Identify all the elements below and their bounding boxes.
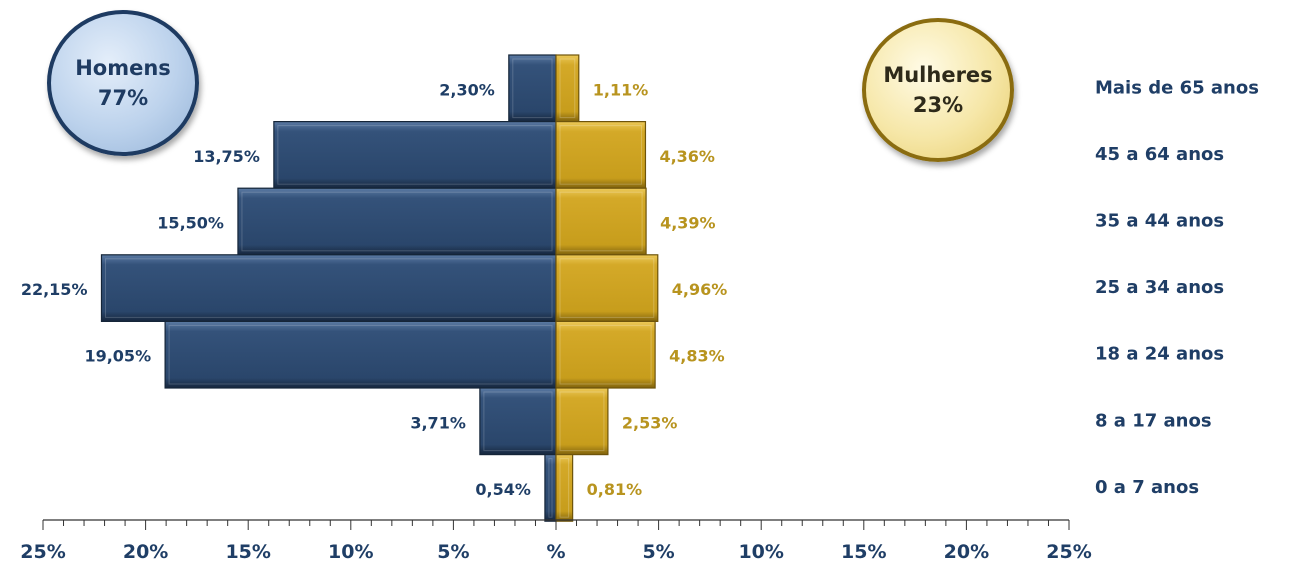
women-bar-8-a-17-anos <box>555 387 609 456</box>
x-tick-label: 10% <box>738 541 783 563</box>
category-label: Mais de 65 anos <box>1095 77 1259 98</box>
women-badge: Mulheres 23% <box>862 18 1014 162</box>
men-badge-value: 77% <box>97 86 149 110</box>
women-value-label: 1,11% <box>593 80 649 99</box>
men-value-label: 2,30% <box>439 80 495 99</box>
x-tick-label: 5% <box>437 541 469 563</box>
men-bar-bevel <box>277 125 553 185</box>
x-tick-label: % <box>546 541 565 563</box>
x-tick-label: 15% <box>841 541 886 563</box>
men-bar-18-a-24-anos <box>164 320 557 389</box>
x-tick-label: 25% <box>20 541 65 563</box>
women-bar-bevel <box>559 191 643 252</box>
men-badge: Homens 77% <box>47 10 199 156</box>
x-tick-label: 20% <box>123 541 168 563</box>
x-tick-label: 20% <box>944 541 989 563</box>
men-bar-25-a-34-anos <box>100 254 557 323</box>
women-bar-35-a-44-anos <box>555 187 647 256</box>
women-bar-bevel <box>559 58 576 119</box>
labels-layer: 2,30% 1,11% Mais de 65 anos 13,75% 4,36% 45 a… <box>21 77 1259 499</box>
women-value-label: 4,36% <box>659 147 715 166</box>
women-bar-bevel <box>559 125 642 185</box>
men-bar-bevel <box>241 191 553 252</box>
bars-layer <box>100 54 659 522</box>
men-bar-35-a-44-anos <box>237 187 557 256</box>
women-bar-bevel <box>559 458 570 518</box>
category-label: 45 a 64 anos <box>1095 144 1224 165</box>
women-value-label: 4,39% <box>660 214 716 233</box>
category-label: 35 a 44 anos <box>1095 211 1224 232</box>
x-axis: 25% 20% 15% 10% 5%% 5% 10% 15% 20% 25% <box>20 519 1092 563</box>
men-bar-bevel <box>168 324 553 385</box>
men-badge-label: Homens <box>75 56 171 80</box>
women-value-label: 2,53% <box>622 413 678 432</box>
men-bar-0-a-7-anos <box>544 454 557 522</box>
men-value-label: 22,15% <box>21 280 88 299</box>
men-bar-bevel <box>104 258 553 318</box>
x-tick-label: 5% <box>642 541 674 563</box>
men-bar-8-a-17-anos <box>479 387 557 456</box>
x-tick-label: 25% <box>1046 541 1091 563</box>
women-badge-value: 23% <box>912 93 964 117</box>
women-bar-18-a-24-anos <box>555 320 656 389</box>
men-value-label: 0,54% <box>475 480 531 499</box>
men-value-label: 13,75% <box>193 147 260 166</box>
men-value-label: 19,05% <box>84 347 151 366</box>
women-bar-mais-de-65-anos <box>555 54 580 123</box>
women-value-label: 4,96% <box>672 280 728 299</box>
x-tick-label: 15% <box>225 541 270 563</box>
men-bar-bevel <box>512 58 553 119</box>
women-bar-bevel <box>559 391 605 452</box>
category-label: 25 a 34 anos <box>1095 277 1224 298</box>
women-value-label: 4,83% <box>669 347 725 366</box>
category-label: 18 a 24 anos <box>1095 344 1224 365</box>
women-bar-bevel <box>559 324 652 385</box>
category-label: 0 a 7 anos <box>1095 477 1199 498</box>
women-bar-bevel <box>559 258 655 318</box>
men-bar-bevel <box>483 391 553 452</box>
women-bar-0-a-7-anos <box>555 454 574 522</box>
men-value-label: 3,71% <box>410 413 466 432</box>
men-bar-mais-de-65-anos <box>508 54 557 123</box>
women-badge-label: Mulheres <box>883 63 993 87</box>
x-tick-label: 10% <box>328 541 373 563</box>
men-value-label: 15,50% <box>157 214 224 233</box>
women-bar-25-a-34-anos <box>555 254 659 323</box>
men-bar-bevel <box>548 458 553 518</box>
men-bar-45-a-64-anos <box>273 120 557 189</box>
category-label: 8 a 17 anos <box>1095 410 1212 431</box>
women-value-label: 0,81% <box>587 480 643 499</box>
women-bar-45-a-64-anos <box>555 120 647 189</box>
